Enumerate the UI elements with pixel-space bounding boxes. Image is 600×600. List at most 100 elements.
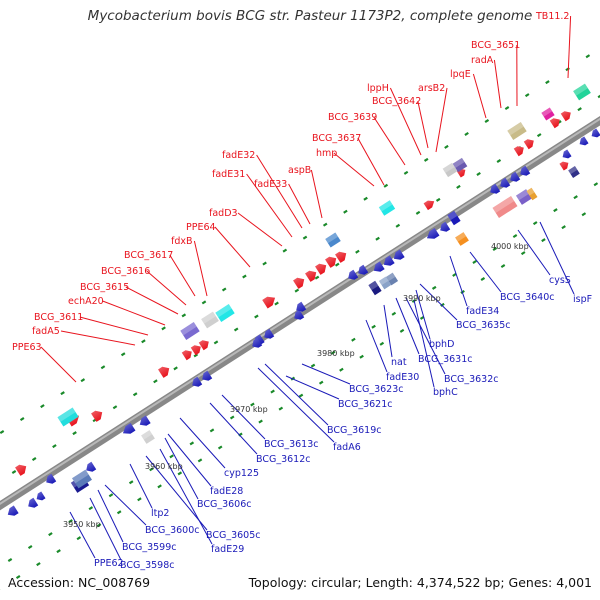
gene-label-ppe63[interactable]: PPE63 [12,342,42,353]
misc-feature-box[interactable] [57,407,79,427]
gene-label-aspb[interactable]: aspB [288,165,311,176]
misc-feature-box[interactable] [526,187,538,201]
misc-feature-box[interactable] [507,122,527,140]
gene-label-echa20[interactable]: echA20 [68,296,104,307]
forward-gene-arrow[interactable] [262,294,277,309]
gene-label-bphc[interactable]: bphC [433,387,458,398]
reverse-gene-arrow[interactable] [381,255,395,269]
reverse-gene-arrow[interactable] [84,461,97,474]
forward-gene-arrow[interactable] [513,144,526,157]
gene-label-bcg-3639[interactable]: BCG_3639 [328,112,377,123]
gene-label-bcg-3632c[interactable]: BCG_3632c [444,374,499,385]
misc-feature-box[interactable] [201,311,219,329]
gene-label-bcg-3611[interactable]: BCG_3611 [34,312,83,323]
misc-feature-box[interactable] [378,200,396,216]
misc-feature-box[interactable] [368,280,382,296]
gene-label-fade33[interactable]: fadE33 [254,179,287,190]
gene-label-bcg-3637[interactable]: BCG_3637 [312,133,361,144]
gene-label-arsb2[interactable]: arsB2 [418,83,445,94]
gene-label-bcg-3613c[interactable]: BCG_3613c [264,439,319,450]
gene-label-bcg-3605c[interactable]: BCG_3605c [206,530,261,541]
forward-gene-arrow[interactable] [423,198,437,211]
reverse-gene-arrow[interactable] [488,183,501,196]
gene-label-bcg-3623c[interactable]: BCG_3623c [349,384,404,395]
gene-label-bcg-3616[interactable]: BCG_3616 [101,266,150,277]
gene-label-bcg-3621c[interactable]: BCG_3621c [338,399,393,410]
gene-label-cyp125[interactable]: cyp125 [224,468,259,479]
gene-label-bcg-3631c[interactable]: BCG_3631c [418,354,473,365]
forward-gene-arrow[interactable] [335,249,349,263]
gene-label-ppe62[interactable]: PPE62 [94,558,124,569]
reverse-gene-arrow[interactable] [44,473,57,486]
gene-label-fada6[interactable]: fadA6 [333,442,361,453]
gene-label-bcg-3615[interactable]: BCG_3615 [80,282,129,293]
gene-label-fade30[interactable]: fadE30 [386,372,419,383]
gene-label-rada[interactable]: radA [471,55,494,66]
reverse-gene-arrow[interactable] [250,337,263,350]
misc-feature-box[interactable] [141,430,155,444]
gene-label-fade32[interactable]: fadE32 [222,150,255,161]
forward-gene-arrow[interactable] [559,159,570,171]
gene-label-ppe64[interactable]: PPE64 [186,222,216,233]
reverse-gene-arrow[interactable] [498,177,511,190]
reverse-gene-arrow[interactable] [190,376,203,389]
reverse-gene-arrow[interactable] [292,309,305,322]
gene-label-bcg-3606c[interactable]: BCG_3606c [197,499,252,510]
gene-label-lpph[interactable]: lppH [367,83,389,94]
forward-gene-arrow[interactable] [305,268,319,282]
misc-feature-box[interactable] [180,322,200,340]
misc-feature-box[interactable] [452,157,468,173]
forward-gene-arrow[interactable] [315,261,329,275]
misc-feature-box[interactable] [325,232,341,248]
misc-feature-box[interactable] [378,276,392,290]
reverse-gene-arrow[interactable] [200,370,213,383]
reverse-gene-arrow[interactable] [121,422,136,437]
gene-label-hmp[interactable]: hmp [316,148,337,159]
gene-label-bcg-3612c[interactable]: BCG_3612c [256,454,311,465]
misc-feature-box[interactable] [215,304,235,322]
misc-feature-box[interactable] [573,83,591,101]
forward-gene-arrow[interactable] [190,343,203,356]
reverse-gene-arrow[interactable] [34,491,46,502]
gene-label-bcg-3600c[interactable]: BCG_3600c [145,525,200,536]
gene-label-ltp2[interactable]: ltp2 [151,508,169,519]
forward-gene-arrow[interactable] [158,364,172,378]
gene-label-bcg-3642[interactable]: BCG_3642 [372,96,421,107]
misc-feature-box[interactable] [455,232,469,246]
misc-feature-box[interactable] [492,196,518,218]
gene-label-fade31[interactable]: fadE31 [212,169,245,180]
gene-label-nat[interactable]: nat [391,357,407,368]
gene-label-bcg-3619c[interactable]: BCG_3619c [327,425,382,436]
forward-gene-arrow[interactable] [181,348,194,361]
gene-label-bcg-3617[interactable]: BCG_3617 [124,250,173,261]
gene-label-bcg-3640c[interactable]: BCG_3640c [500,292,555,303]
reverse-gene-arrow[interactable] [137,415,151,429]
forward-gene-arrow[interactable] [325,254,339,268]
forward-gene-arrow[interactable] [15,462,29,476]
gene-label-fade28[interactable]: fadE28 [210,486,243,497]
forward-gene-arrow[interactable] [549,116,562,129]
forward-gene-arrow[interactable] [91,408,105,422]
forward-gene-arrow[interactable] [560,109,573,122]
gene-label-lpqe[interactable]: lpqE [450,69,471,80]
reverse-gene-arrow[interactable] [391,249,405,263]
misc-feature-box[interactable] [72,469,92,489]
gene-label-bcg-3635c[interactable]: BCG_3635c [456,320,511,331]
reverse-gene-arrow[interactable] [294,301,307,314]
gene-label-bcg-3651[interactable]: BCG_3651 [471,40,520,51]
reverse-gene-arrow[interactable] [589,128,600,139]
reverse-gene-arrow[interactable] [371,261,385,275]
gene-label-ispf[interactable]: ispF [573,294,592,305]
gene-label-bcg-3599c[interactable]: BCG_3599c [122,542,177,553]
forward-gene-arrow[interactable] [198,338,211,351]
gene-label-bphd[interactable]: bphD [429,339,454,350]
forward-gene-arrow[interactable] [293,275,307,289]
reverse-gene-arrow[interactable] [508,171,521,184]
reverse-gene-arrow[interactable] [262,328,275,341]
gene-label-tb11-2[interactable]: TB11.2 [535,11,569,22]
gene-label-cyss[interactable]: cysS [549,275,571,286]
reverse-gene-arrow[interactable] [518,165,531,178]
gene-label-fade34[interactable]: fadE34 [466,306,499,317]
reverse-gene-arrow[interactable] [356,264,369,277]
reverse-gene-arrow[interactable] [438,221,451,234]
